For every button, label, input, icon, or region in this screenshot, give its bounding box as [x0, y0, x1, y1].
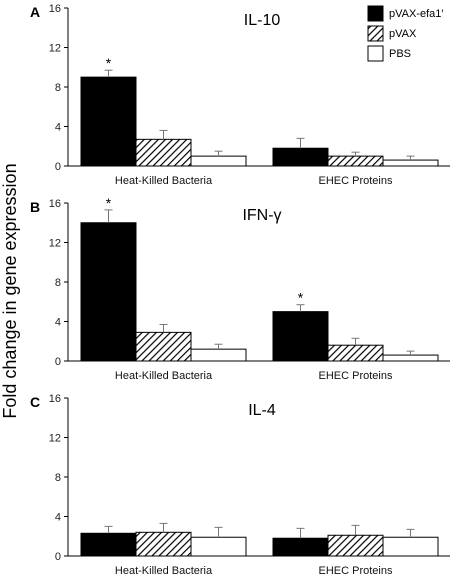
legend-label-pvax: pVAX — [389, 28, 417, 40]
significance-marker: * — [106, 55, 112, 71]
y-axis-label: Fold change in gene expression — [0, 163, 20, 418]
bar-pvax-efa1-heat-killed — [80, 222, 137, 362]
legend-swatch-pbs — [367, 45, 384, 62]
panel-b: 0 4 8 12 16 B IFN-γ * Heat-Killed Bacteria * EHEC … — [30, 195, 450, 382]
category-label: Heat-Killed Bacteria — [115, 565, 213, 577]
significance-marker: * — [298, 290, 304, 306]
legend-swatch-pvax — [367, 25, 384, 42]
y-tick-label: 8 — [55, 472, 61, 484]
panel-c: 0 4 8 12 16 C IL-4 Heat-Killed Bacteria EHEC Pro… — [30, 393, 450, 577]
bar-pvax-efa1-ehec — [272, 537, 329, 557]
y-tick-label: 4 — [55, 122, 61, 134]
bar-pvax-heat-killed — [135, 331, 192, 362]
panel-title: IL-4 — [248, 402, 276, 419]
panel-a: 0 4 8 12 16 A IL-10 * Heat-Killed Bacteria EHEC P… — [30, 3, 450, 187]
y-tick-label: 12 — [49, 43, 61, 55]
category-label: EHEC Proteins — [319, 565, 393, 577]
category-label: Heat-Killed Bacteria — [115, 370, 213, 382]
panel-letter: A — [30, 4, 40, 20]
category-label: EHEC Proteins — [319, 175, 393, 187]
bar-pvax-heat-killed — [135, 138, 192, 167]
y-tick-label: 16 — [49, 393, 61, 405]
y-tick-label: 12 — [49, 433, 61, 445]
panel-letter: C — [30, 394, 40, 410]
bar-pvax-efa1-ehec — [272, 147, 329, 167]
y-tick-label: 4 — [55, 317, 61, 329]
panel-letter: B — [30, 199, 40, 215]
y-tick-label: 8 — [55, 277, 61, 289]
panel-title: IFN-γ — [242, 207, 281, 224]
y-tick-label: 12 — [49, 238, 61, 250]
y-tick-label: 8 — [55, 82, 61, 94]
bar-pvax-heat-killed — [135, 531, 192, 557]
y-tick-label: 4 — [55, 512, 61, 524]
y-tick-label: 0 — [55, 161, 61, 173]
bar-pbs-heat-killed — [190, 348, 247, 362]
bar-pbs-ehec — [382, 159, 439, 167]
legend-label-pbs: PBS — [389, 48, 411, 60]
bar-pbs-ehec — [382, 536, 439, 557]
bar-pvax-efa1-heat-killed — [80, 76, 137, 167]
significance-marker: * — [106, 195, 112, 211]
y-tick-label: 16 — [49, 3, 61, 15]
y-tick-label: 0 — [55, 551, 61, 563]
legend-label-pvax-efa1: pVAX-efa1′ — [389, 8, 443, 20]
bar-pvax-efa1-ehec — [272, 311, 329, 362]
legend-swatch-pvax-efa1 — [367, 5, 384, 22]
bar-pbs-heat-killed — [190, 155, 247, 167]
bar-pbs-ehec — [382, 354, 439, 362]
legend: pVAX-efa1′ pVAX PBS — [367, 5, 443, 62]
bar-pvax-ehec — [327, 344, 384, 362]
bar-pvax-ehec — [327, 155, 384, 167]
bar-pvax-ehec — [327, 534, 384, 557]
category-label: Heat-Killed Bacteria — [115, 175, 213, 187]
y-tick-label: 16 — [49, 198, 61, 210]
category-label: EHEC Proteins — [319, 370, 393, 382]
bar-pbs-heat-killed — [190, 536, 247, 557]
y-tick-label: 0 — [55, 356, 61, 368]
panel-title: IL-10 — [244, 12, 281, 29]
bar-pvax-efa1-heat-killed — [80, 532, 137, 557]
